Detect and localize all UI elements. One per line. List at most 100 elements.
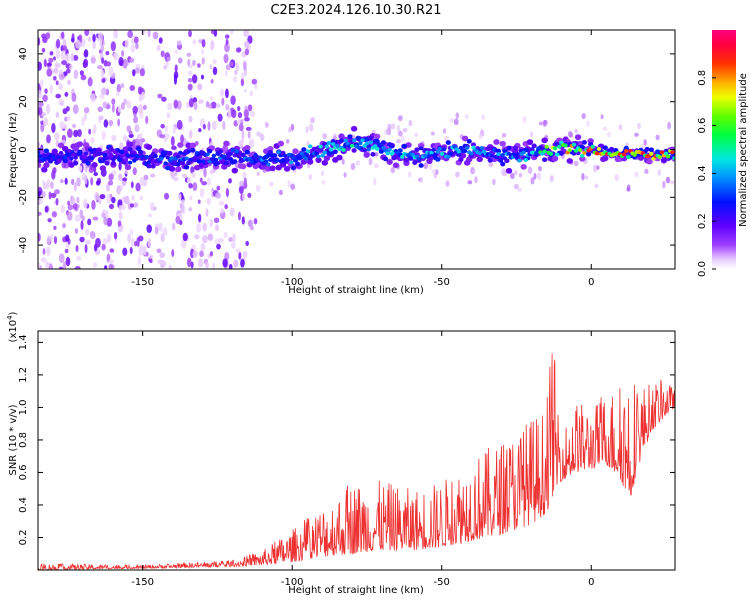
spectrogram-cell xyxy=(143,174,149,181)
spectrogram-cell xyxy=(240,258,245,268)
spectrogram-cell xyxy=(118,173,123,181)
spectrogram-cell xyxy=(563,143,568,148)
spectrogram-cell xyxy=(46,62,52,67)
spectrogram-cell xyxy=(78,165,83,172)
spectrogram-cell xyxy=(225,104,230,111)
spectrogram-cell xyxy=(574,128,579,134)
spectrogram-cell xyxy=(278,189,283,196)
spectrogram-cell xyxy=(102,238,109,245)
spectrogram-cell xyxy=(135,146,142,152)
spectrogram-cell xyxy=(93,123,97,134)
spectrogram-cell xyxy=(608,146,615,152)
spectrogram-cell xyxy=(382,156,389,162)
spectrogram-cell xyxy=(305,125,309,134)
spectrogram-cell xyxy=(219,88,225,97)
spectrogram-cell xyxy=(220,207,224,214)
spectrogram-cell xyxy=(192,39,197,45)
spectrogram-cell xyxy=(216,185,221,191)
spectrogram-cell xyxy=(104,160,110,166)
spectrogram-cell xyxy=(579,156,586,162)
x-tick-label: -150 xyxy=(131,277,154,288)
spectrogram-cell xyxy=(70,196,76,205)
spectrogram-cell xyxy=(456,149,461,154)
spectrogram-cell xyxy=(477,151,482,156)
spectrogram-cell xyxy=(55,93,62,99)
spectrogram-cell xyxy=(73,182,77,192)
spectrogram-cell xyxy=(338,133,345,140)
spectrogram-cell xyxy=(83,198,88,209)
spectrogram-cell xyxy=(315,157,322,163)
spectrogram-cell xyxy=(165,155,170,160)
spectrogram-cell xyxy=(538,166,542,172)
spectrogram-cell xyxy=(207,121,211,131)
spectrogram-cell xyxy=(199,177,203,183)
spectrogram-cell xyxy=(44,206,49,213)
spectrogram-cell xyxy=(472,169,476,174)
spectrogram-cell xyxy=(42,117,49,127)
y-tick-label: 0.2 xyxy=(18,530,29,546)
spectrogram-cell xyxy=(466,139,472,144)
spectrogram-cell xyxy=(649,151,654,156)
spectrogram-cell xyxy=(341,158,345,165)
spectrogram-cell xyxy=(423,153,428,158)
spectrogram-cell xyxy=(51,148,58,155)
spectrogram-cell xyxy=(142,104,147,110)
spectrogram-cell xyxy=(621,152,627,157)
spectrogram-cell xyxy=(308,123,314,132)
x-tick-label: 0 xyxy=(588,577,594,588)
spectrogram-cell xyxy=(412,160,418,165)
spectrogram-cell xyxy=(197,99,204,104)
spectrogram-cell xyxy=(126,100,132,110)
spectrogram-cell xyxy=(188,98,194,108)
spectrogram-cell xyxy=(192,250,198,258)
spectrogram-cell xyxy=(122,177,128,182)
spectrogram-cell xyxy=(53,236,58,245)
spectrogram-cell xyxy=(403,157,410,163)
spectrogram-cell xyxy=(100,44,104,52)
spectrogram-cell xyxy=(223,232,228,238)
spectrogram-cell xyxy=(83,111,87,122)
spectrogram-cell xyxy=(57,142,65,149)
spectrogram-cell xyxy=(139,133,143,139)
spectrogram-cell xyxy=(157,93,163,99)
spectrogram-y-label: Frequency (Hz) xyxy=(8,112,19,188)
spectrogram-cell xyxy=(152,31,159,40)
spectrogram-cell xyxy=(50,192,57,198)
spectrogram-cell xyxy=(259,133,265,141)
spectrogram-cell xyxy=(198,213,202,223)
spectrogram-cell xyxy=(145,115,149,125)
spectrogram-cell xyxy=(161,153,166,158)
spectrogram-cell xyxy=(247,219,253,228)
spectrogram-cell xyxy=(103,119,109,128)
spectrogram-cell xyxy=(81,116,85,127)
spectrogram-cell xyxy=(88,128,92,135)
spectrogram-cell xyxy=(205,208,209,217)
spectrogram-cell xyxy=(105,209,109,220)
spectrogram-cell xyxy=(197,63,201,68)
spectrogram-cell xyxy=(43,162,50,169)
spectrogram-cell xyxy=(77,151,83,156)
spectrogram-cell xyxy=(157,259,164,265)
spectrogram-cell xyxy=(368,157,373,166)
spectrogram-cell xyxy=(74,228,78,234)
spectrogram-cell xyxy=(83,106,90,114)
spectrogram-cell xyxy=(204,261,209,269)
colorbar-label: Normalized spectral amplitude xyxy=(738,73,749,227)
spectrogram-cell xyxy=(248,138,255,148)
spectrogram-cell xyxy=(95,237,101,248)
spectrogram-cell xyxy=(485,146,491,152)
spectrogram-cell xyxy=(518,172,523,178)
spectrogram-y-ticks: -40 -20 0 20 40 xyxy=(18,48,675,253)
spectrogram-cell xyxy=(176,119,183,130)
spectrogram-cell xyxy=(38,61,42,71)
spectrogram-cell xyxy=(38,154,43,159)
spectrogram-cell xyxy=(43,58,47,68)
spectrogram-cell xyxy=(573,160,579,167)
spectrogram-cell xyxy=(233,259,239,268)
spectrogram-cell xyxy=(455,171,460,178)
y-tick-label: 0.4 xyxy=(18,497,29,513)
spectrogram-cell xyxy=(569,132,574,138)
spectrogram-cell xyxy=(167,150,173,156)
spectrogram-cell xyxy=(59,121,65,130)
spectrogram-cell xyxy=(90,177,94,186)
